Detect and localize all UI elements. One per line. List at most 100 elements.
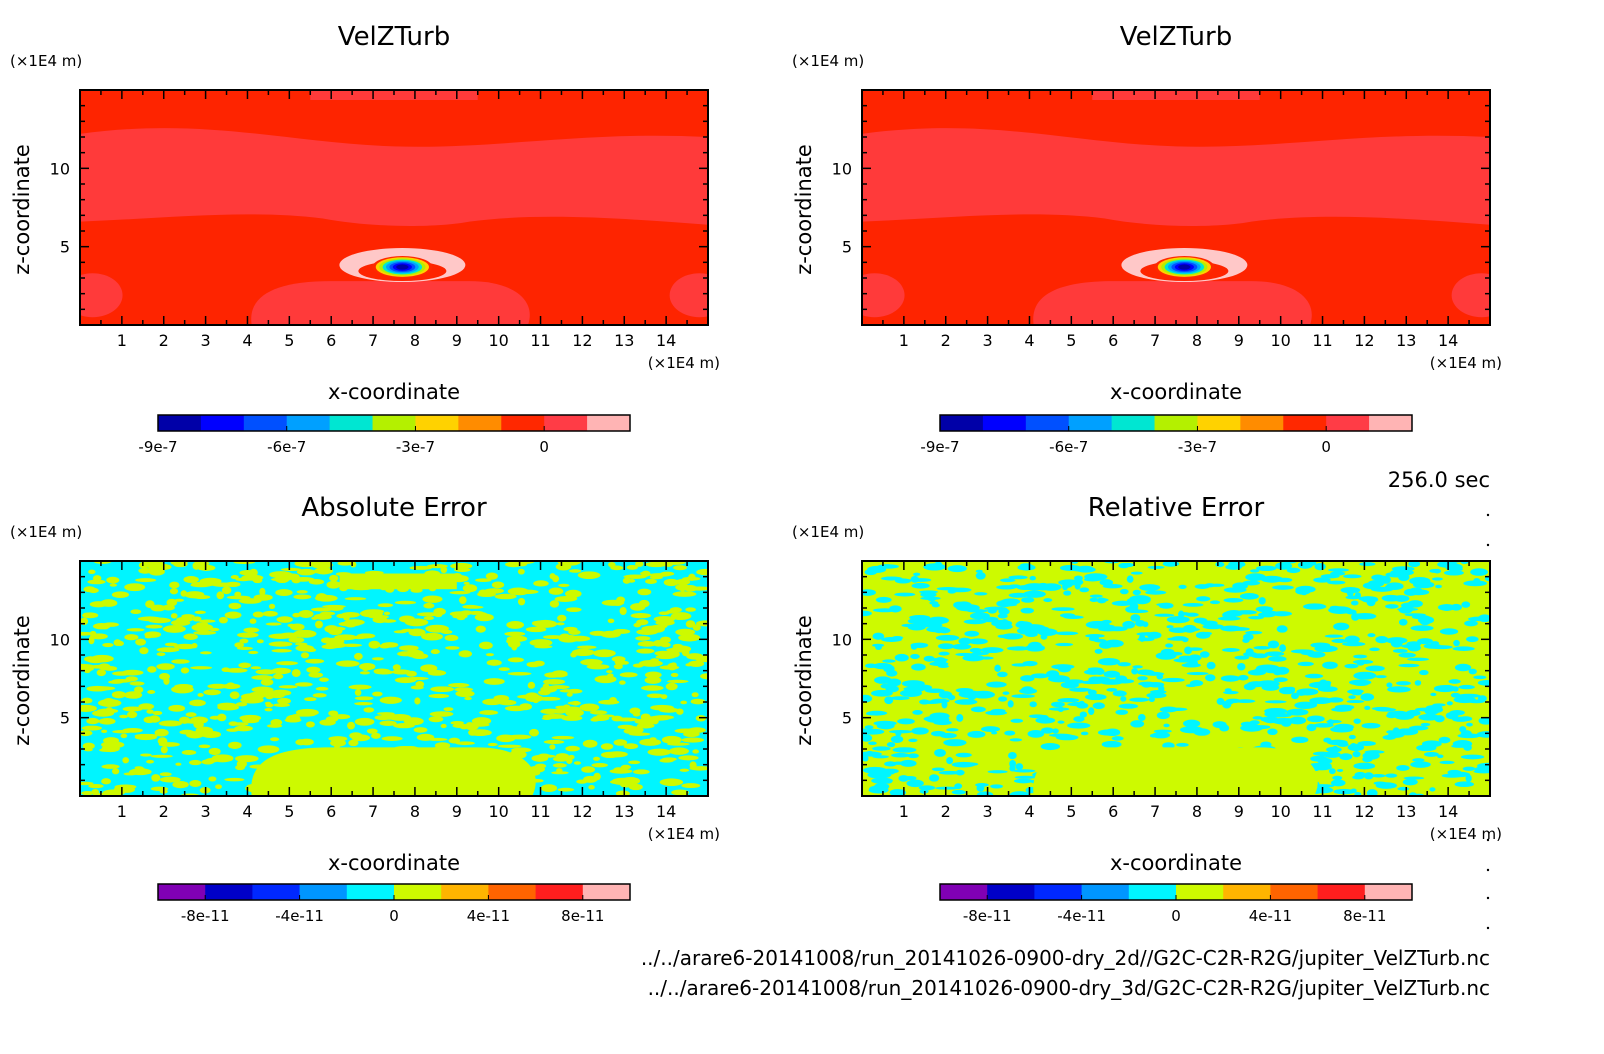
margin-dot [1486,896,1490,900]
noise-blob [200,730,222,739]
noise-blob [884,696,894,705]
noise-blob [138,567,152,574]
noise-blob [630,612,652,619]
x-tick-label: 13 [614,331,634,350]
noise-blob [235,764,246,771]
noise-blob [248,650,259,655]
noise-blob [208,776,217,782]
noise-blob [1272,585,1294,590]
file-path-label: ../../arare6-20141008/run_20141026-0900-… [648,976,1490,1000]
noise-blob [1165,643,1174,648]
noise-blob [1237,662,1246,671]
colorbar-swatch [1364,884,1413,900]
noise-blob [211,754,234,763]
noise-blob [319,719,336,726]
colorbar-swatch [582,884,631,900]
noise-blob [1250,577,1260,581]
noise-blob [1468,668,1477,675]
noise-blob [579,703,600,712]
noise-blob [1324,680,1332,685]
noise-blob [538,690,551,696]
x-tick-label: 12 [1354,802,1374,821]
noise-blob [951,643,972,650]
noise-blob [685,607,696,612]
noise-blob [1331,707,1352,712]
noise-blob [927,616,949,625]
noise-blob [999,578,1016,583]
noise-blob [637,640,657,647]
noise-blob [1215,561,1225,568]
noise-blob [1068,687,1092,692]
noise-blob [968,638,988,645]
noise-blob [138,703,155,710]
noise-blob [637,588,652,596]
noise-blob [82,742,95,750]
noise-blob [862,610,872,617]
noise-blob [1249,720,1260,725]
noise-blob [1343,574,1362,579]
noise-blob [1320,574,1340,579]
noise-blob [92,710,115,717]
noise-blob [1099,579,1114,586]
noise-blob [559,633,571,641]
noise-blob [864,725,874,730]
colorbar-tick-label: -9e-7 [138,438,177,456]
noise-blob [1029,575,1036,581]
noise-blob [614,658,626,666]
noise-blob [224,611,242,619]
noise-blob [529,728,539,737]
noise-blob [1457,693,1481,698]
noise-blob [507,671,532,676]
noise-blob [1185,612,1199,617]
noise-blob [504,631,526,637]
noise-blob [1223,587,1247,593]
noise-blob [1423,751,1439,757]
noise-blob [296,568,316,576]
noise-blob [1101,740,1122,748]
noise-blob [549,573,556,580]
noise-blob [1035,717,1056,724]
noise-blob [1051,607,1075,611]
noise-blob [923,563,946,571]
noise-blob [485,653,494,657]
noise-blob [421,632,443,641]
noise-blob [912,709,923,715]
noise-blob [359,671,370,675]
y-tick-label: 5 [60,709,70,728]
noise-blob [1023,583,1046,591]
noise-blob [1130,720,1145,728]
noise-blob [1103,670,1121,678]
noise-blob [525,692,539,699]
x-tick-label: 2 [159,331,169,350]
noise-blob [363,707,375,713]
noise-blob [299,738,314,746]
noise-blob [668,747,689,755]
noise-blob [1084,693,1107,701]
x-tick-label: 3 [983,331,993,350]
noise-blob [229,691,240,700]
noise-blob [1111,600,1134,606]
noise-blob [558,583,570,588]
x-axis-title: x-coordinate [1110,380,1242,404]
noise-blob [1445,711,1459,720]
noise-blob [294,682,313,687]
noise-blob [1297,561,1313,569]
noise-blob [347,721,356,730]
noise-blob [353,652,363,660]
noise-blob [1273,677,1288,683]
noise-blob [1410,761,1431,768]
noise-blob [1047,675,1070,683]
noise-blob [440,629,453,635]
colorbar-swatch [1270,884,1319,900]
noise-blob [268,633,293,639]
noise-blob [1450,603,1462,611]
noise-blob [295,708,319,717]
chart-title: Relative Error [1088,493,1265,523]
noise-blob [308,672,324,678]
noise-blob [981,726,1000,733]
noise-blob [453,567,471,573]
noise-blob [100,599,118,607]
noise-blob [1188,659,1198,667]
noise-blob [1397,786,1410,791]
noise-blob [1412,758,1425,762]
